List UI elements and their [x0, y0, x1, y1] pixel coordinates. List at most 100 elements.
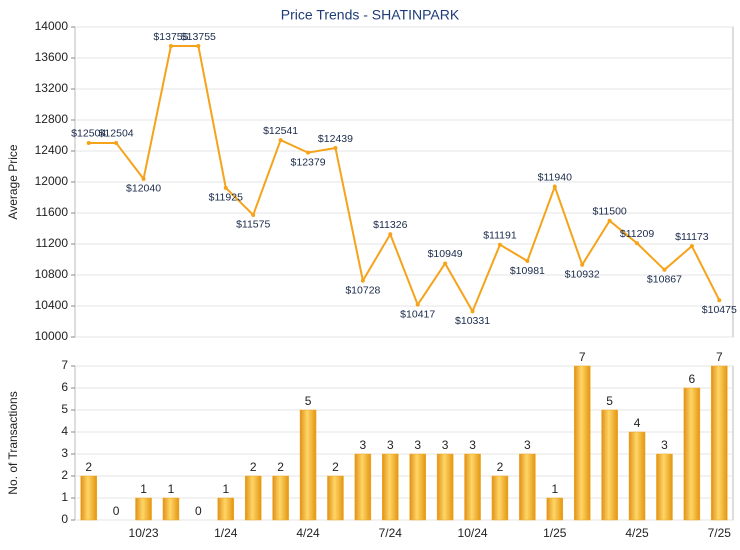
data-label: $11209: [620, 228, 654, 240]
bar: [601, 409, 618, 521]
bar: [656, 453, 673, 521]
y-tick-label: 2: [61, 468, 68, 482]
point: [607, 218, 612, 223]
y-tick-label: 11200: [36, 236, 69, 250]
x-tick-label: 4/24: [296, 526, 320, 540]
bar: [217, 497, 235, 521]
bar: [464, 453, 481, 521]
point: [662, 267, 667, 272]
point: [717, 298, 722, 303]
bar: [436, 453, 454, 521]
point: [86, 140, 91, 145]
y-axis-label: Average Price: [6, 144, 20, 219]
data-label: 2: [497, 460, 504, 474]
y-tick-label: 10400: [35, 298, 69, 312]
bar: [299, 409, 317, 521]
bar: [272, 475, 289, 521]
y-tick-label: 14000: [35, 19, 69, 33]
x-tick-label: 4/25: [625, 526, 649, 540]
data-label: 6: [689, 372, 696, 386]
data-label: $12541: [263, 125, 298, 137]
x-tick-label: 7/24: [379, 526, 403, 540]
data-label: 7: [716, 350, 723, 364]
data-label: 1: [168, 482, 175, 496]
x-tick-label: 1/25: [543, 526, 567, 540]
data-label: $13755: [181, 31, 216, 43]
data-label: $12504: [71, 128, 106, 140]
data-label: 0: [113, 504, 120, 518]
data-label: $10932: [565, 269, 600, 281]
data-label: $11940: [538, 171, 572, 183]
data-label: $12439: [318, 133, 353, 145]
data-label: 1: [222, 482, 229, 496]
data-label: $11575: [236, 219, 270, 231]
y-tick-label: 10000: [35, 329, 69, 343]
data-label: 3: [661, 438, 668, 452]
bar: [683, 387, 701, 521]
data-label: 3: [360, 438, 367, 452]
data-label: 4: [634, 416, 641, 430]
data-label: 3: [469, 438, 476, 452]
price-line: [88, 44, 721, 314]
y-tick-label: 13600: [35, 50, 69, 64]
bar: [573, 365, 591, 521]
y-tick-label: 1: [61, 490, 68, 504]
bar: [354, 453, 372, 521]
y-tick-label: 7: [61, 358, 68, 372]
data-label: $10475: [702, 304, 737, 316]
bar: [519, 453, 536, 521]
data-label: 3: [414, 438, 421, 452]
data-label: $11191: [483, 229, 517, 241]
data-label: $12040: [126, 183, 161, 195]
y-axis-label: No. of Transactions: [6, 391, 20, 494]
point: [114, 140, 119, 145]
point: [141, 176, 146, 181]
bar: [135, 497, 152, 521]
y-tick-label: 13200: [35, 81, 69, 95]
y-tick-label: 4: [61, 424, 68, 438]
point: [360, 278, 365, 283]
data-label: $10867: [647, 274, 682, 286]
x-tick-label: 1/24: [214, 526, 238, 540]
y-tick-label: 3: [61, 446, 68, 460]
data-label: 7: [579, 350, 586, 364]
data-label: $13755: [153, 31, 188, 43]
point: [689, 244, 694, 249]
point: [635, 241, 640, 246]
bar: [327, 475, 344, 521]
bar: [546, 497, 564, 521]
data-label: 2: [85, 460, 92, 474]
x-tick-label: 7/25: [708, 526, 732, 540]
data-label: 3: [524, 438, 531, 452]
data-label: 1: [551, 482, 558, 496]
y-tick-label: 10800: [35, 267, 69, 281]
data-label: $11925: [209, 192, 243, 204]
data-label: $10331: [455, 315, 490, 327]
data-label: 5: [606, 394, 613, 408]
y-tick-label: 12000: [35, 174, 69, 188]
bar: [382, 453, 399, 521]
bar: [409, 453, 426, 521]
y-tick-label: 11600: [36, 205, 69, 219]
x-tick-label: 10/23: [129, 526, 159, 540]
point: [306, 150, 311, 155]
point: [196, 43, 201, 48]
y-tick-label: 6: [61, 380, 68, 394]
point: [525, 258, 530, 263]
y-tick-label: 5: [61, 402, 68, 416]
point: [223, 185, 228, 190]
point: [388, 232, 393, 237]
x-tick-label: 10/24: [458, 526, 488, 540]
bar: [162, 497, 180, 521]
data-label: $10949: [428, 248, 463, 260]
data-label: 3: [387, 438, 394, 452]
data-label: 3: [442, 438, 449, 452]
data-label: 1: [140, 482, 147, 496]
data-label: $11500: [592, 206, 626, 218]
bar: [628, 431, 646, 521]
point: [333, 145, 338, 150]
data-label: $11173: [675, 231, 709, 243]
data-label: 2: [277, 460, 284, 474]
bar: [711, 365, 728, 521]
